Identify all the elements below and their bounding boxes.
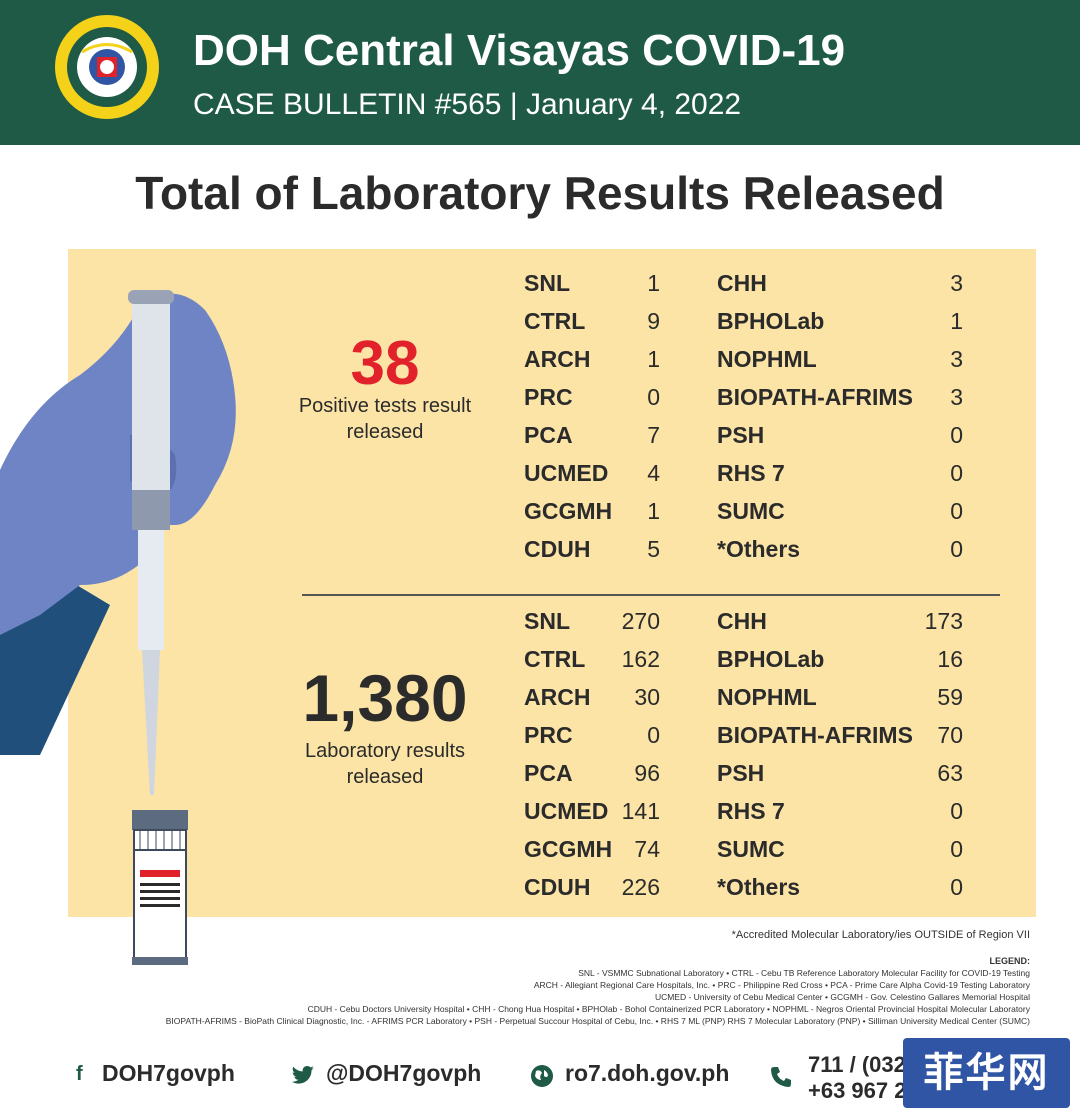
- phone-icon[interactable]: [770, 1066, 792, 1088]
- legend-line: BIOPATH-AFRIMS - BioPath Clinical Diagno…: [165, 1016, 1030, 1026]
- lab-code: BIOPATH-AFRIMS: [717, 384, 913, 410]
- positive-label-line2: released: [346, 421, 424, 443]
- lab-code: *Others: [717, 874, 801, 900]
- page-title: Total of Laboratory Results Released: [135, 167, 945, 219]
- lab-value: 9: [647, 308, 660, 334]
- lab-value: 270: [621, 608, 660, 634]
- bulletin-title: DOH Central Visayas COVID-19: [193, 26, 846, 75]
- lab-value: 173: [924, 608, 963, 634]
- lab-value: 5: [647, 536, 660, 562]
- lab-code: BPHOLab: [717, 646, 825, 672]
- lab-value: 4: [647, 460, 660, 486]
- lab-code: ARCH: [524, 346, 591, 372]
- legend-title: LEGEND:: [989, 956, 1031, 966]
- lab-code: UCMED: [524, 798, 609, 824]
- lab-value: 162: [621, 646, 660, 672]
- legend-line: SNL - VSMMC Subnational Laboratory • CTR…: [578, 968, 1030, 978]
- lab-code: PSH: [717, 760, 765, 786]
- header-bar: [0, 0, 1080, 145]
- lab-value: 0: [950, 536, 963, 562]
- facebook-handle[interactable]: DOH7govph: [102, 1060, 235, 1086]
- laboratory-label: Laboratory results released: [285, 738, 485, 790]
- phone-line-1[interactable]: 711 / (032: [808, 1052, 906, 1077]
- lab-code: CTRL: [524, 308, 586, 334]
- lab-code: SNL: [524, 270, 570, 296]
- lab-value: 3: [950, 346, 963, 372]
- legend-line: CDUH - Cebu Doctors University Hospital …: [307, 1004, 1030, 1014]
- lab-code: PRC: [524, 384, 573, 410]
- legend-line: UCMED - University of Cebu Medical Cente…: [654, 992, 1030, 1002]
- lab-code: SUMC: [717, 498, 785, 524]
- lab-value: 0: [647, 722, 660, 748]
- website-link[interactable]: ro7.doh.gov.ph: [565, 1060, 730, 1086]
- twitter-handle[interactable]: @DOH7govph: [326, 1060, 482, 1086]
- lab-code: GCGMH: [524, 836, 613, 862]
- lab-code: PSH: [717, 422, 765, 448]
- lab-code: PRC: [524, 722, 573, 748]
- lab-value: 59: [937, 684, 963, 710]
- doh-seal-logo: [53, 13, 161, 121]
- lab-code: GCGMH: [524, 498, 613, 524]
- lab-code: PCA: [524, 422, 573, 448]
- legend-line: ARCH - Allegiant Regional Care Hospitals…: [533, 980, 1030, 990]
- positive-label: Positive tests result released: [285, 393, 485, 445]
- lab-value: 0: [950, 460, 963, 486]
- laboratory-count: 1,380: [302, 661, 468, 735]
- lab-value: 30: [634, 684, 660, 710]
- lab-value: 1: [647, 270, 660, 296]
- lab-code: *Others: [717, 536, 801, 562]
- lab-code: NOPHML: [717, 684, 817, 710]
- positive-count: 38: [350, 329, 420, 398]
- lab-code: SUMC: [717, 836, 785, 862]
- pipette-hand-illustration: [0, 290, 236, 965]
- lab-value: 226: [621, 874, 660, 900]
- lab-code: SNL: [524, 608, 570, 634]
- positive-label-line1: Positive tests result: [298, 395, 472, 417]
- lab-value: 3: [950, 384, 963, 410]
- lab-value: 0: [950, 836, 963, 862]
- lab-value: 0: [950, 798, 963, 824]
- lab-value: 7: [647, 422, 660, 448]
- lab-code: RHS 7: [717, 798, 785, 824]
- lab-value: 1: [647, 498, 660, 524]
- lab-value: 96: [634, 760, 660, 786]
- lab-value: 1: [647, 346, 660, 372]
- laboratory-label-line2: released: [346, 766, 424, 788]
- lab-code: CHH: [717, 608, 767, 634]
- lab-value: 0: [647, 384, 660, 410]
- lab-value: 3: [950, 270, 963, 296]
- lab-value: 1: [950, 308, 963, 334]
- lab-value: 0: [950, 498, 963, 524]
- lab-code: PCA: [524, 760, 573, 786]
- footnote: *Accredited Molecular Laboratory/ies OUT…: [731, 929, 1030, 941]
- laboratory-label-line1: Laboratory results: [304, 740, 466, 762]
- watermark-logo: 菲华网: [903, 1038, 1070, 1108]
- section-divider: [302, 594, 1000, 596]
- lab-code: CDUH: [524, 536, 591, 562]
- lab-value: 16: [937, 646, 963, 672]
- phone-numbers[interactable]: 711 / (032 +63 967 2: [808, 1052, 906, 1104]
- globe-icon[interactable]: [530, 1064, 554, 1088]
- lab-code: RHS 7: [717, 460, 785, 486]
- lab-value: 70: [937, 722, 963, 748]
- twitter-icon[interactable]: [291, 1066, 315, 1086]
- lab-value: 141: [621, 798, 660, 824]
- lab-code: ARCH: [524, 684, 591, 710]
- legend: LEGEND: SNL - VSMMC Subnational Laborato…: [90, 955, 1030, 1027]
- lab-code: BIOPATH-AFRIMS: [717, 722, 913, 748]
- lab-value: 74: [634, 836, 660, 862]
- lab-code: UCMED: [524, 460, 609, 486]
- lab-code: CHH: [717, 270, 767, 296]
- lab-value: 0: [950, 874, 963, 900]
- phone-line-2[interactable]: +63 967 2: [808, 1078, 907, 1103]
- bulletin-subtitle: CASE BULLETIN #565 | January 4, 2022: [193, 88, 742, 121]
- lab-code: CTRL: [524, 646, 586, 672]
- lab-value: 63: [937, 760, 963, 786]
- facebook-icon[interactable]: f: [76, 1063, 83, 1085]
- lab-code: NOPHML: [717, 346, 817, 372]
- results-panel: [68, 249, 1036, 917]
- lab-value: 0: [950, 422, 963, 448]
- lab-code: BPHOLab: [717, 308, 825, 334]
- lab-code: CDUH: [524, 874, 591, 900]
